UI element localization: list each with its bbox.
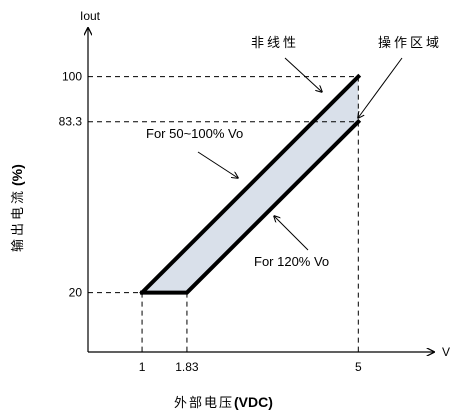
- x-tick-label-5: 5: [355, 360, 362, 374]
- x-axis-title: 外部电压 (VDC): [174, 394, 273, 411]
- y-tick-label-20: 20: [69, 286, 83, 300]
- series-label-50-100-vo: For 50~100% Vo: [146, 126, 243, 141]
- x-tick-label-1: 1: [139, 360, 146, 374]
- guide-lines: [88, 76, 359, 352]
- y-tick-label-100: 100: [62, 70, 82, 84]
- y-axis-title-text: 输出电流: [10, 188, 26, 252]
- label-arrow-120-vo: [274, 216, 309, 251]
- y-axis-title-unit: (%): [9, 164, 25, 186]
- y-axis-unit: Iout: [80, 9, 101, 23]
- label-arrow-operating-region: [358, 57, 403, 118]
- x-tick-label-1-83: 1.83: [175, 360, 199, 374]
- annotation-nonlinear: 非线性: [251, 36, 299, 51]
- series-label-120-vo: For 120% Vo: [254, 254, 329, 269]
- x-axis-title-unit: (VDC): [234, 394, 273, 410]
- series-line-120-vo: [140, 118, 362, 295]
- y-axis-title: 输出电流 (%): [9, 164, 26, 252]
- annotation-operating-region: 操作区域: [378, 35, 442, 51]
- x-axis-title-text: 外部电压: [174, 396, 234, 411]
- series-line-50-100-vo: [139, 73, 362, 296]
- label-arrow-50-100-vo: [197, 151, 238, 178]
- label-arrow-nonlinear: [284, 57, 322, 92]
- y-tick-label-83-3: 83.3: [59, 115, 83, 129]
- x-axis-unit: V: [442, 345, 450, 359]
